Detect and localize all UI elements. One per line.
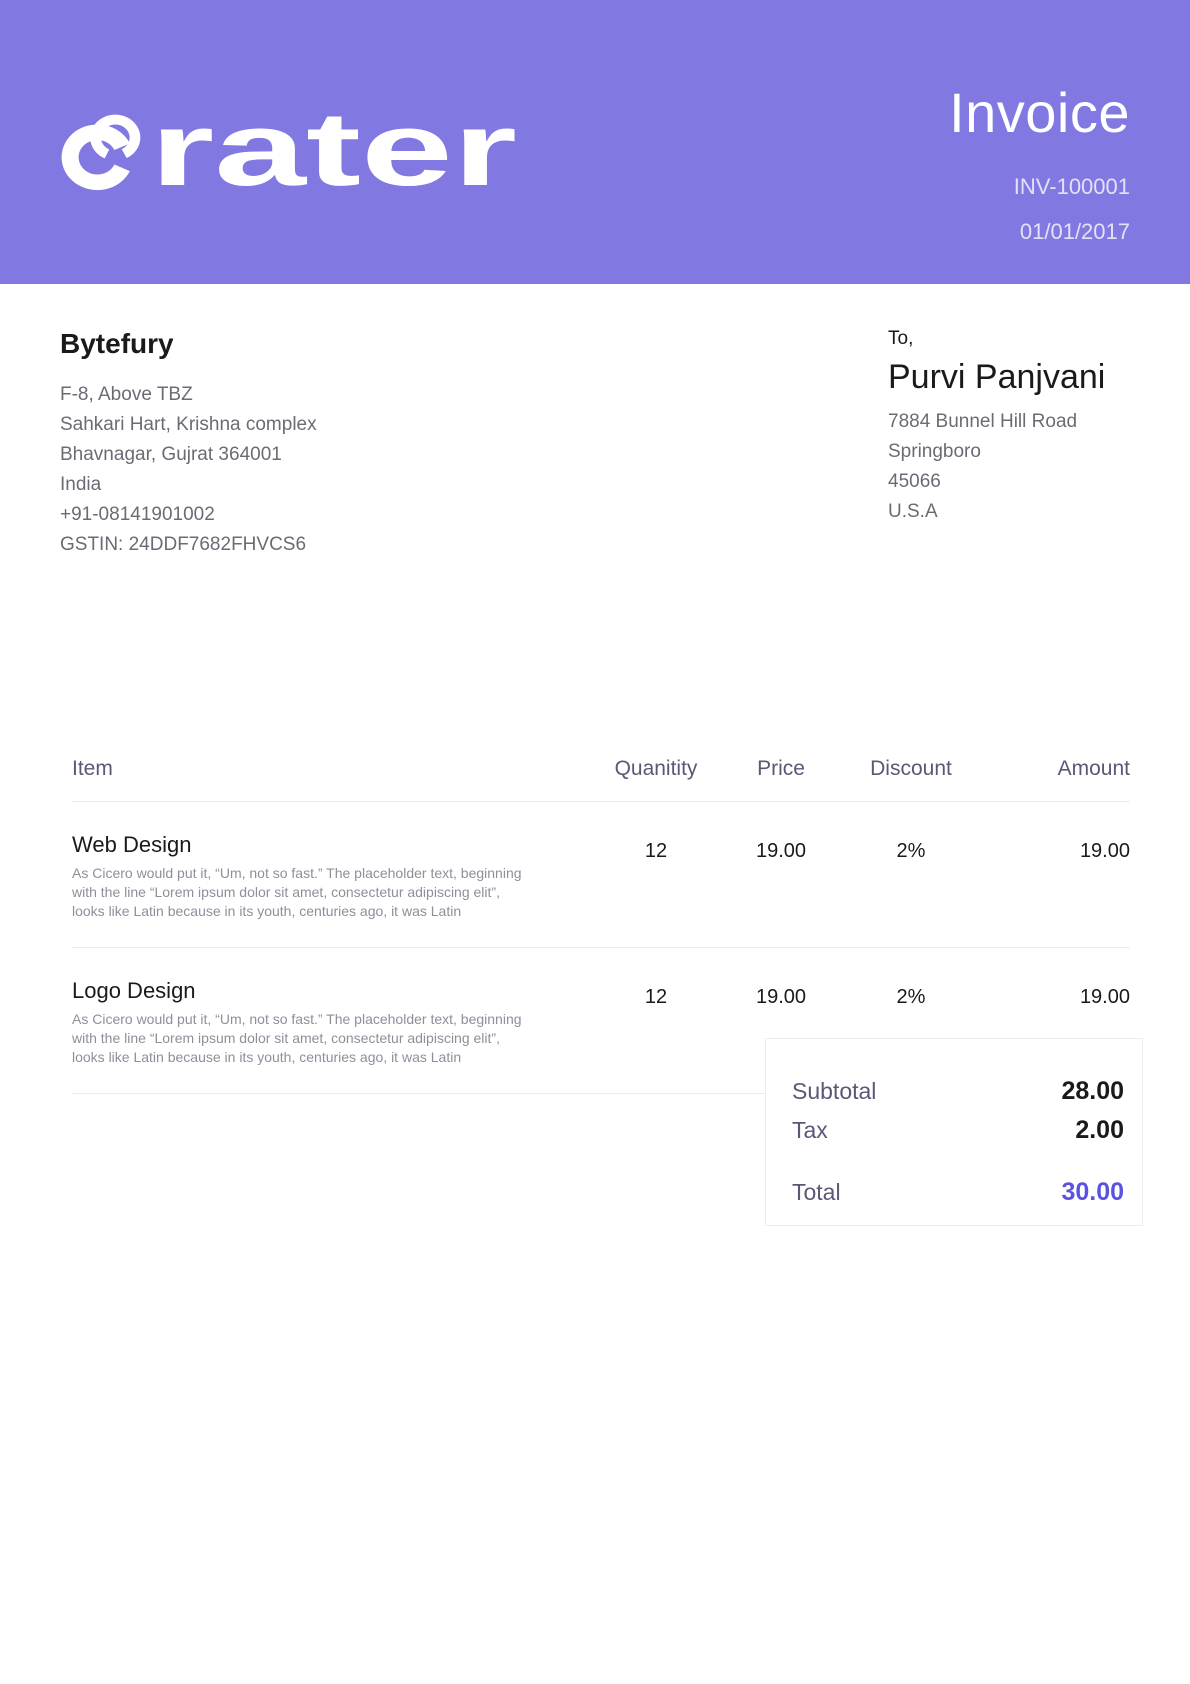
svg-text:rater: rater (150, 91, 517, 194)
